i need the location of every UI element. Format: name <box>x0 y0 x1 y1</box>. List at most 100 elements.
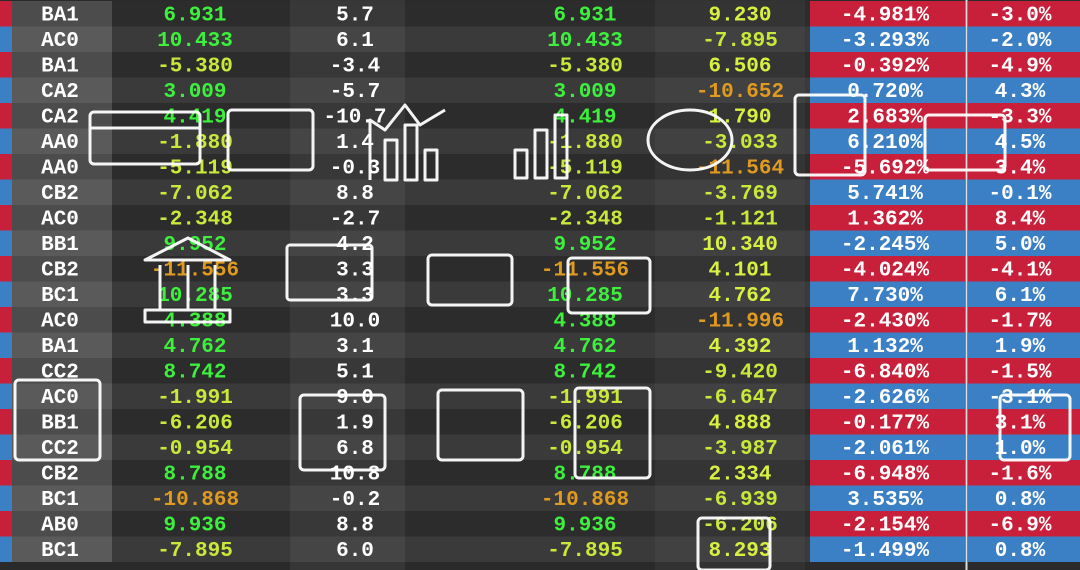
edge-marker <box>0 128 12 154</box>
cell-text: -2.7 <box>330 208 380 231</box>
cell-text: -3.293% <box>841 30 930 53</box>
cell-text: -5.692% <box>841 157 930 180</box>
cell-text: 4.3% <box>995 81 1046 104</box>
cell-text: -6.939 <box>702 489 778 512</box>
cell-text: -7.895 <box>702 30 778 53</box>
cell-text: 10.8 <box>330 463 380 486</box>
cell-text: 6.210% <box>847 132 923 155</box>
cell-text: -0.954 <box>157 438 233 461</box>
chart-bar <box>423 148 439 182</box>
cell-text: 4.419 <box>553 106 616 129</box>
pct-cell <box>968 1 1080 27</box>
cell-text: CA2 <box>41 81 79 104</box>
cell-text: 1.9% <box>995 336 1046 359</box>
pct-cell <box>810 77 965 103</box>
safe-icon <box>13 378 102 462</box>
ticker-cell <box>12 26 112 52</box>
cell-text: 0.720% <box>847 81 923 104</box>
cell-text: -0.954 <box>547 438 623 461</box>
cell-text: -2.626% <box>841 387 930 410</box>
edge-marker <box>0 230 12 256</box>
cell-text: AC0 <box>41 387 79 410</box>
ticker-cell <box>12 103 112 129</box>
ticker-cell <box>12 205 112 231</box>
edge-marker <box>0 307 12 333</box>
cell-text: -2.245% <box>841 234 930 257</box>
cell-text: 8.8 <box>336 514 374 537</box>
cell-text: 8.8 <box>336 183 374 206</box>
cell-text: -11.556 <box>541 259 629 282</box>
cell-text: 5.0% <box>995 234 1046 257</box>
pct-cell <box>968 52 1080 78</box>
cell-text: 1.362% <box>847 208 923 231</box>
edge-marker <box>0 460 12 486</box>
pct-cell <box>968 26 1080 52</box>
cell-text: 4.388 <box>553 310 616 333</box>
pct-cell <box>968 536 1080 562</box>
cell-text: CA2 <box>41 106 79 129</box>
cell-text: 3.4% <box>995 157 1046 180</box>
cell-text: 9.952 <box>553 234 616 257</box>
id-card-icon <box>566 256 652 315</box>
bank-roof <box>143 236 232 262</box>
cell-text: BA1 <box>41 336 79 359</box>
cell-text: 2.334 <box>708 463 771 486</box>
atm-icon <box>436 388 525 462</box>
row-stripe <box>0 307 810 333</box>
cell-text: 6.931 <box>163 4 226 27</box>
cell-text: -6.206 <box>702 514 778 537</box>
cell-text: -5.7 <box>330 81 380 104</box>
cell-text: 6.1 <box>336 30 374 53</box>
icons <box>13 93 1072 570</box>
cell-text: 9.230 <box>708 4 771 27</box>
piggy-icon <box>646 108 734 172</box>
cell-text: 6.8 <box>336 438 374 461</box>
cell-text: -1.6% <box>988 463 1051 486</box>
edge-marker <box>0 511 12 537</box>
edge-marker <box>0 281 12 307</box>
cell-text: -10.652 <box>696 81 784 104</box>
edge-marker <box>0 26 12 52</box>
edge-marker <box>0 52 12 78</box>
pct-cell <box>810 1 965 27</box>
cell-text: -4.9% <box>988 55 1051 78</box>
cell-text: -7.895 <box>547 540 623 563</box>
row-stripe <box>0 77 810 103</box>
cell-text: -6.9% <box>988 514 1051 537</box>
cell-text: 1.9 <box>336 412 374 435</box>
cell-text: AC0 <box>41 208 79 231</box>
row-stripe <box>0 332 810 358</box>
cell-text: -3.033 <box>702 132 778 155</box>
cell-text: -10.868 <box>151 489 239 512</box>
cell-text: BC1 <box>41 540 79 563</box>
cell-text: 4.762 <box>553 336 616 359</box>
pct-cell <box>810 434 965 460</box>
calculator-icon <box>793 93 867 177</box>
cell-text: -2.0% <box>988 30 1051 53</box>
cell-text: -4.981% <box>841 4 930 27</box>
cell-text: BB1 <box>41 412 79 435</box>
pct-cell <box>810 511 965 537</box>
chart-bar <box>513 148 529 180</box>
cell-text: AC0 <box>41 310 79 333</box>
cell-text: -7.062 <box>547 183 623 206</box>
cell-text: -7.895 <box>157 540 233 563</box>
pct-cell <box>968 179 1080 205</box>
ticker-cell <box>12 256 112 282</box>
cell-text: -2.348 <box>547 208 623 231</box>
edge-marker <box>0 536 12 562</box>
cell-text: 0.8% <box>995 540 1046 563</box>
row-stripe <box>0 1 810 27</box>
row-stripe <box>0 256 810 282</box>
pct-cell <box>810 536 965 562</box>
cell-text: -2.061% <box>841 438 930 461</box>
cell-text: 8.293 <box>708 540 771 563</box>
cell-text: 3.535% <box>847 489 923 512</box>
cell-text: 3.1 <box>336 336 374 359</box>
cell-text: BA1 <box>41 4 79 27</box>
cell-text: CB2 <box>41 463 79 486</box>
pct-cell <box>968 128 1080 154</box>
cell-text: -5.380 <box>547 55 623 78</box>
chart-icon <box>368 103 446 180</box>
